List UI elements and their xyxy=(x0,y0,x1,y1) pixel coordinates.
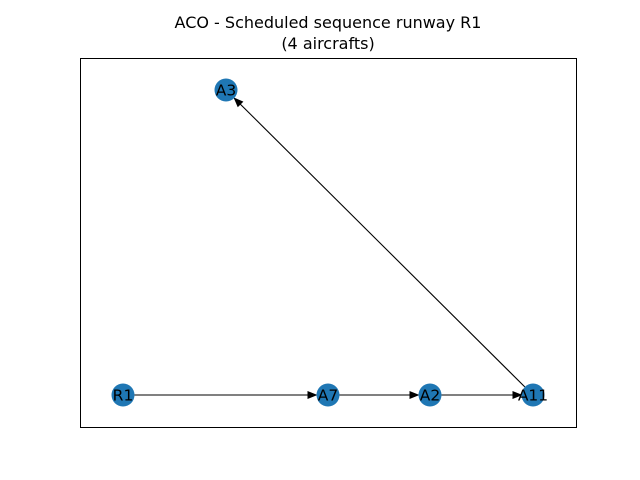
node-a2 xyxy=(418,383,442,407)
chart-title-line2: (4 aircrafts) xyxy=(281,34,374,53)
chart-title-line1: ACO - Scheduled sequence runway R1 xyxy=(175,13,482,32)
node-label-a7: A7 xyxy=(318,387,338,405)
node-label-a2: A2 xyxy=(420,387,440,405)
plot-frame xyxy=(80,58,577,428)
nodes-layer: R1 A7 A2 A11 A3 xyxy=(111,78,548,407)
edges-layer xyxy=(134,97,526,399)
node-r1 xyxy=(111,383,135,407)
edge-a11-to-a3 xyxy=(233,97,526,388)
node-label-a3: A3 xyxy=(216,82,236,100)
node-a3 xyxy=(214,78,238,102)
node-a7 xyxy=(316,383,340,407)
node-a11 xyxy=(521,383,545,407)
node-label-r1: R1 xyxy=(113,387,134,405)
node-label-a11: A11 xyxy=(518,387,548,405)
